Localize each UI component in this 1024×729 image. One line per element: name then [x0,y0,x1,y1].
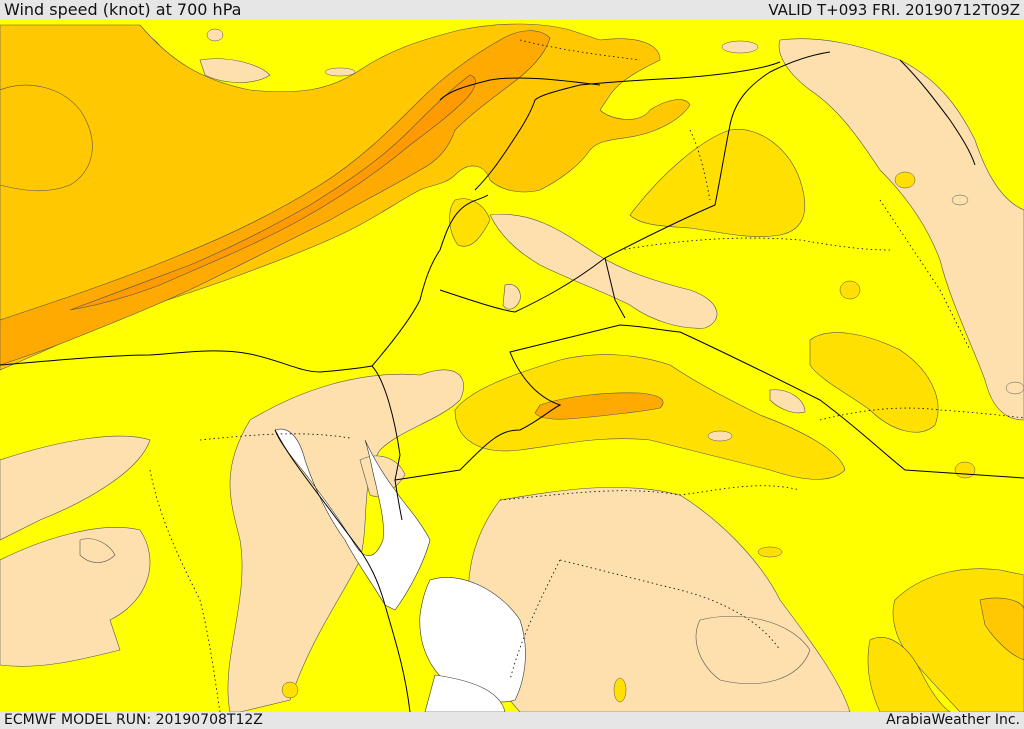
credit-text: ArabiaWeather Inc. [886,712,1020,728]
sea-areas [274,428,526,712]
map-header: Wind speed (knot) at 700 hPa VALID T+093… [0,0,1024,20]
model-run: ECMWF MODEL RUN: 20190708T12Z [4,712,263,728]
wind-band-lowest [0,28,1024,712]
country-borders [0,51,1024,712]
province-boundaries [149,39,1024,712]
wind-small-patches [206,28,1024,442]
wind-band-medium [449,129,1024,712]
map-title: Wind speed (knot) at 700 hPa [4,0,242,19]
map-footer: ECMWF MODEL RUN: 20190708T12Z ArabiaWeat… [0,712,1024,729]
wind-speed-map-svg [0,20,1024,712]
wind-band-highest [69,74,476,311]
valid-time: VALID T+093 FRI. 20190712T09Z [768,1,1020,19]
wind-map[interactable] [0,20,1024,712]
wind-band-higher [0,30,664,420]
